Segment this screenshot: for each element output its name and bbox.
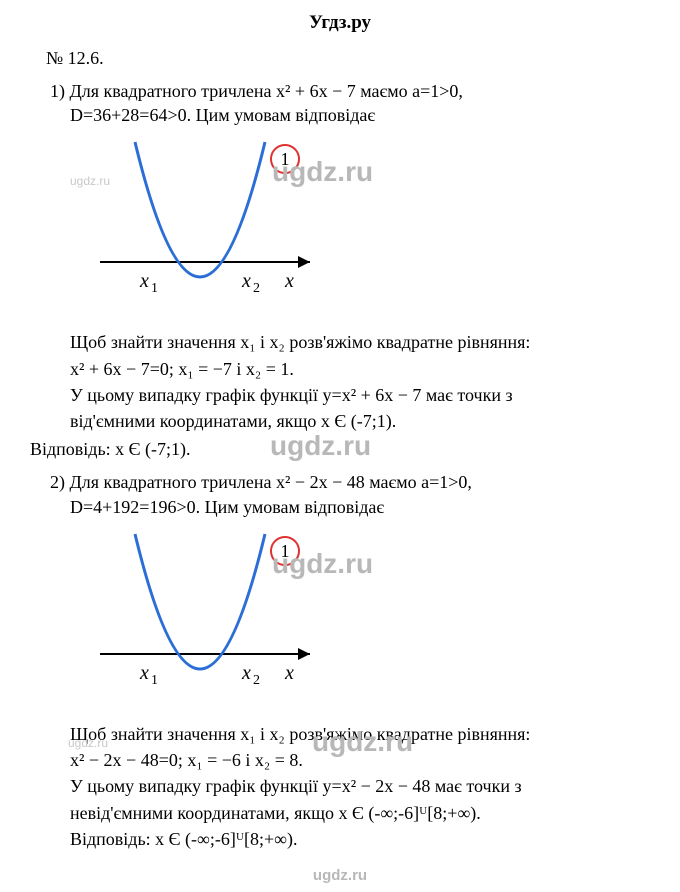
x2-label-2: x bbox=[241, 662, 251, 684]
x1-label: x bbox=[139, 270, 149, 292]
item1-line1: 1) Для квадратного тричлена x² + 6x − 7 … bbox=[30, 79, 650, 103]
item2-text1: Для квадратного тричлена x² − 2x − 48 ма… bbox=[70, 472, 472, 492]
item1-num: 1) bbox=[50, 81, 65, 101]
item1-p1: Щоб знайти значення x₁ і x₂ розв'яжімо к… bbox=[30, 330, 650, 354]
arrow-icon-2 bbox=[298, 648, 310, 660]
parabola-curve-2 bbox=[135, 534, 265, 669]
x2-sub: 2 bbox=[253, 281, 260, 296]
item1-p3: У цьому випадку графік функції y=x² + 6x… bbox=[30, 383, 650, 407]
x1-sub-2: 1 bbox=[151, 673, 158, 688]
watermark-big-mid: ugdz.ru bbox=[270, 430, 371, 462]
parabola-curve bbox=[135, 142, 265, 277]
item2-p3: У цьому випадку графік функції y=x² − 2x… bbox=[30, 774, 650, 798]
x-axis-label-2: x bbox=[284, 662, 294, 684]
watermark-small-graph1: ugdz.ru bbox=[70, 174, 110, 188]
arrow-icon bbox=[298, 256, 310, 268]
graph-2: x 1 x 2 x 1 ugdz.ru bbox=[70, 524, 350, 714]
item-2: 2) Для квадратного тричлена x² − 2x − 48… bbox=[30, 470, 650, 851]
x2-sub-2: 2 bbox=[253, 673, 260, 688]
item2-num: 2) bbox=[50, 472, 65, 492]
watermark-small-bot1: ugdz.ru bbox=[68, 736, 108, 750]
item2-line1: 2) Для квадратного тричлена x² − 2x − 48… bbox=[30, 470, 650, 494]
item1-line2: D=36+28=64>0. Цим умовам відповідає bbox=[30, 105, 650, 126]
footer-watermark: ugdz.ru bbox=[0, 867, 680, 884]
x-axis-label: x bbox=[284, 270, 294, 292]
watermark-big-bot: ugdz.ru bbox=[312, 726, 413, 758]
watermark-big-graph1: ugdz.ru bbox=[272, 156, 373, 188]
page-header: Угдз.ру bbox=[30, 12, 650, 34]
item1-text1: Для квадратного тричлена x² + 6x − 7 має… bbox=[70, 81, 463, 101]
item2-line2: D=4+192=196>0. Цим умовам відповідає bbox=[30, 497, 650, 518]
x1-sub: 1 bbox=[151, 281, 158, 296]
item1-p2: x² + 6x − 7=0; x₁ = −7 і x₂ = 1. bbox=[30, 357, 650, 381]
problem-number: № 12.6. bbox=[30, 48, 650, 69]
x1-label-2: x bbox=[139, 662, 149, 684]
graph-1: ugdz.ru x 1 x 2 x 1 ugdz.ru bbox=[70, 132, 350, 322]
item2-p4: невід'ємними координатами, якщо x Є (-∞;… bbox=[30, 801, 650, 825]
watermark-big-graph2: ugdz.ru bbox=[272, 548, 373, 580]
item-1: 1) Для квадратного тричлена x² + 6x − 7 … bbox=[30, 79, 650, 433]
x2-label: x bbox=[241, 270, 251, 292]
answer-2: Відповідь: x Є (-∞;-6]ᵁ[8;+∞). bbox=[30, 827, 650, 851]
